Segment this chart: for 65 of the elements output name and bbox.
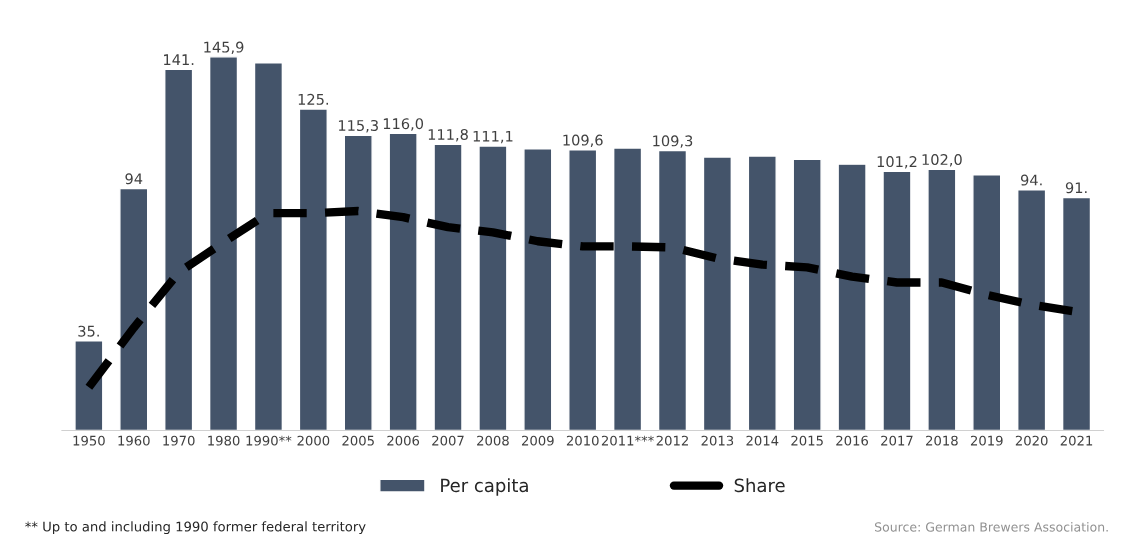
data-label: 35. bbox=[78, 325, 99, 337]
x-tick-label: 2020 bbox=[1015, 435, 1048, 446]
x-tick-label: 1990** bbox=[246, 435, 292, 446]
x-tick-label: 2013 bbox=[701, 435, 734, 446]
legend-label: Share bbox=[734, 478, 785, 493]
x-tick-label: 2012 bbox=[656, 435, 688, 446]
bar bbox=[972, 174, 1002, 431]
bar bbox=[702, 156, 733, 431]
bar bbox=[253, 62, 284, 431]
x-tick-label: 2008 bbox=[477, 435, 509, 446]
x-tick-label: 2015 bbox=[791, 435, 823, 446]
bar bbox=[568, 149, 598, 431]
bar bbox=[747, 155, 777, 431]
bar bbox=[388, 132, 418, 431]
bar bbox=[433, 143, 463, 431]
bar bbox=[1017, 189, 1047, 431]
bar bbox=[119, 187, 149, 431]
x-tick-label: 1960 bbox=[118, 435, 150, 446]
legend-label: Per capita bbox=[441, 478, 528, 496]
x-tick-label: 2000 bbox=[297, 435, 330, 446]
data-label: 94. bbox=[1020, 174, 1042, 186]
x-tick-label: 1970 bbox=[163, 435, 195, 446]
text: ** Up to and including 1990 former federal territory bbox=[25, 521, 366, 535]
x-tick-label: 1980 bbox=[208, 435, 240, 446]
x-tick-label: 2021 bbox=[1060, 435, 1093, 446]
bar bbox=[343, 134, 373, 431]
bar bbox=[927, 168, 957, 431]
data-label: 145,9 bbox=[204, 41, 244, 55]
bar bbox=[657, 149, 688, 431]
data-label: 115,3 bbox=[338, 119, 378, 133]
data-label: 102,0 bbox=[922, 154, 962, 167]
data-label: 141. bbox=[164, 54, 194, 65]
x-tick-label: 1950 bbox=[73, 435, 105, 446]
data-label: 109,6 bbox=[563, 134, 603, 148]
data-label: 125. bbox=[298, 93, 328, 105]
bar bbox=[523, 148, 553, 431]
x-tick-label: 2006 bbox=[387, 435, 420, 446]
bar bbox=[298, 108, 328, 431]
x-tick-label: 2018 bbox=[926, 435, 958, 446]
data-label: 91. bbox=[1065, 182, 1087, 194]
x-tick-label: 2007 bbox=[432, 435, 464, 446]
bar bbox=[1061, 196, 1092, 431]
data-label: 116,0 bbox=[383, 118, 424, 131]
bar bbox=[612, 147, 643, 431]
x-tick-label: 2014 bbox=[746, 435, 779, 446]
x-tick-label: 2011*** bbox=[601, 435, 654, 446]
x-tick-label: 2005 bbox=[342, 435, 374, 446]
data-label: 109,3 bbox=[653, 135, 693, 148]
source-note: Source: German Brewers Association. bbox=[874, 522, 1108, 532]
x-tick-label: 2010 bbox=[566, 435, 599, 446]
x-tick-label: 2019 bbox=[970, 435, 1003, 446]
bar bbox=[164, 68, 194, 431]
bar bbox=[792, 158, 822, 431]
x-tick-label: 2016 bbox=[836, 435, 869, 446]
bar bbox=[837, 163, 867, 431]
data-label: 111,1 bbox=[473, 130, 513, 144]
data-label: 101,2 bbox=[877, 156, 917, 169]
bar bbox=[478, 145, 508, 431]
bar bbox=[882, 170, 912, 431]
x-tick-label: 2017 bbox=[881, 435, 913, 446]
bar bbox=[74, 340, 104, 431]
bar bbox=[208, 56, 239, 431]
data-label: 94 bbox=[125, 173, 143, 185]
x-tick-label: 2009 bbox=[521, 435, 554, 446]
data-label: 111,8 bbox=[428, 128, 468, 142]
